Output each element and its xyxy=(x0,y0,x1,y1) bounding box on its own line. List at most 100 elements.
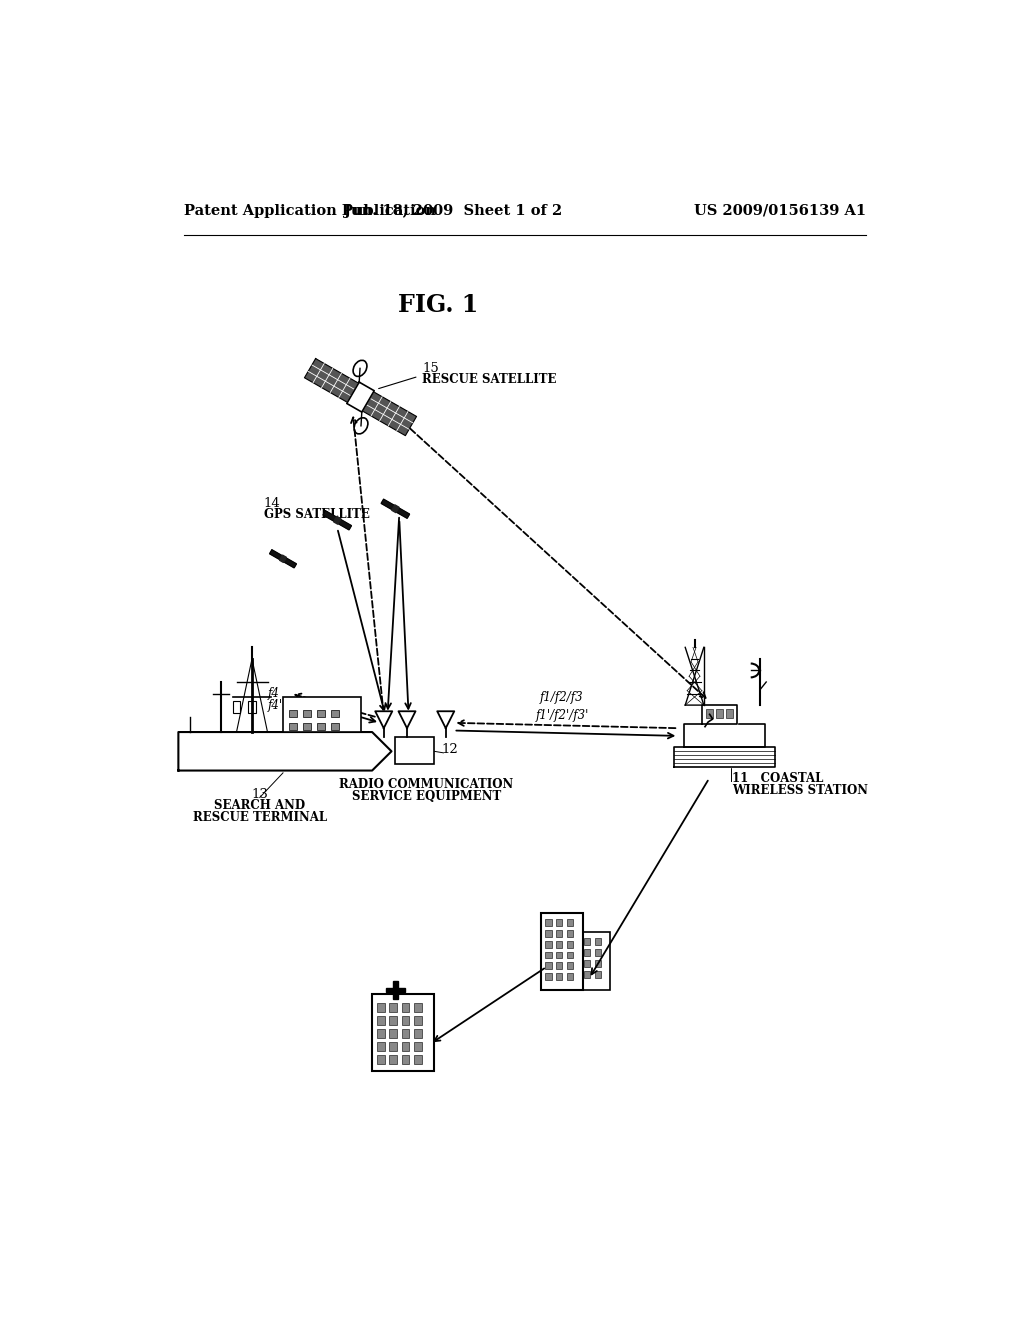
Bar xyxy=(377,1030,385,1038)
Polygon shape xyxy=(381,499,394,510)
Bar xyxy=(556,929,562,937)
Text: RESCUE TERMINAL: RESCUE TERMINAL xyxy=(193,810,327,824)
Bar xyxy=(414,1043,422,1051)
Polygon shape xyxy=(334,516,341,524)
Text: 15: 15 xyxy=(423,363,439,375)
Bar xyxy=(556,962,562,969)
Bar xyxy=(377,1016,385,1024)
Bar xyxy=(546,929,552,937)
Bar xyxy=(232,701,241,713)
Bar xyxy=(414,1016,422,1024)
Text: Jun. 18, 2009  Sheet 1 of 2: Jun. 18, 2009 Sheet 1 of 2 xyxy=(344,203,562,218)
Bar xyxy=(556,973,562,979)
Text: 11   COASTAL: 11 COASTAL xyxy=(732,772,824,785)
Polygon shape xyxy=(393,981,397,999)
Polygon shape xyxy=(269,550,283,560)
Bar xyxy=(317,710,325,718)
Text: FIG. 1: FIG. 1 xyxy=(398,293,478,317)
Bar xyxy=(567,952,573,958)
Bar xyxy=(389,1056,397,1064)
Bar xyxy=(567,941,573,948)
Bar xyxy=(556,919,562,927)
Polygon shape xyxy=(347,381,374,412)
Polygon shape xyxy=(338,519,351,529)
Bar xyxy=(389,1003,397,1011)
Bar xyxy=(414,1003,422,1011)
Text: SEARCH AND: SEARCH AND xyxy=(214,799,305,812)
Polygon shape xyxy=(386,987,404,993)
Bar xyxy=(541,913,584,990)
Text: RADIO COMMUNICATION: RADIO COMMUNICATION xyxy=(339,779,513,791)
Polygon shape xyxy=(684,725,765,747)
Polygon shape xyxy=(437,711,455,729)
Bar xyxy=(567,962,573,969)
Bar xyxy=(331,710,339,718)
Bar xyxy=(317,723,325,730)
Bar xyxy=(389,1016,397,1024)
Polygon shape xyxy=(702,705,737,725)
Bar xyxy=(303,723,311,730)
Bar xyxy=(546,941,552,948)
Text: 14: 14 xyxy=(263,498,281,511)
Bar xyxy=(414,1056,422,1064)
Text: f4': f4' xyxy=(267,700,283,711)
Bar xyxy=(567,919,573,927)
Bar xyxy=(595,960,601,966)
Bar xyxy=(289,710,297,718)
Polygon shape xyxy=(396,508,410,519)
Text: US 2009/0156139 A1: US 2009/0156139 A1 xyxy=(693,203,866,218)
Text: f1/f2/f3: f1/f2/f3 xyxy=(541,692,584,705)
Bar xyxy=(546,962,552,969)
Bar xyxy=(377,1043,385,1051)
Bar xyxy=(556,941,562,948)
Text: WIRELESS STATION: WIRELESS STATION xyxy=(732,784,868,797)
Text: f4: f4 xyxy=(267,688,280,701)
Bar xyxy=(401,1056,410,1064)
Bar xyxy=(584,970,590,978)
Polygon shape xyxy=(178,733,391,771)
Bar xyxy=(303,710,311,718)
Text: Patent Application Publication: Patent Application Publication xyxy=(183,203,436,218)
Bar xyxy=(595,939,601,945)
Bar xyxy=(331,723,339,730)
Text: f1'/f2'/f3': f1'/f2'/f3' xyxy=(536,709,589,722)
Bar xyxy=(584,939,590,945)
Polygon shape xyxy=(392,504,399,512)
Bar xyxy=(377,1056,385,1064)
Polygon shape xyxy=(375,711,392,729)
Bar xyxy=(595,970,601,978)
FancyBboxPatch shape xyxy=(283,697,360,733)
Bar xyxy=(716,709,723,718)
Polygon shape xyxy=(398,711,416,729)
Bar xyxy=(395,738,434,764)
Text: SERVICE EQUIPMENT: SERVICE EQUIPMENT xyxy=(352,789,501,803)
Bar xyxy=(401,1043,410,1051)
Text: RESCUE SATELLITE: RESCUE SATELLITE xyxy=(423,374,557,387)
Text: 12: 12 xyxy=(442,743,459,756)
Bar xyxy=(414,1030,422,1038)
Bar xyxy=(567,929,573,937)
Polygon shape xyxy=(280,556,287,562)
Polygon shape xyxy=(675,747,775,767)
Text: 13: 13 xyxy=(251,788,268,800)
Bar xyxy=(289,723,297,730)
Bar xyxy=(546,952,552,958)
Polygon shape xyxy=(304,359,358,403)
Bar xyxy=(372,994,434,1071)
Bar xyxy=(389,1043,397,1051)
Bar xyxy=(401,1030,410,1038)
Bar xyxy=(377,1003,385,1011)
Bar xyxy=(546,973,552,979)
Text: GPS SATELLITE: GPS SATELLITE xyxy=(263,508,370,521)
Bar xyxy=(556,952,562,958)
Bar xyxy=(584,949,590,956)
Bar xyxy=(401,1016,410,1024)
Polygon shape xyxy=(362,392,417,436)
Bar xyxy=(706,709,713,718)
Bar xyxy=(595,949,601,956)
Bar xyxy=(248,701,256,713)
Bar xyxy=(584,960,590,966)
Polygon shape xyxy=(284,558,296,568)
Bar xyxy=(546,919,552,927)
Bar xyxy=(389,1030,397,1038)
